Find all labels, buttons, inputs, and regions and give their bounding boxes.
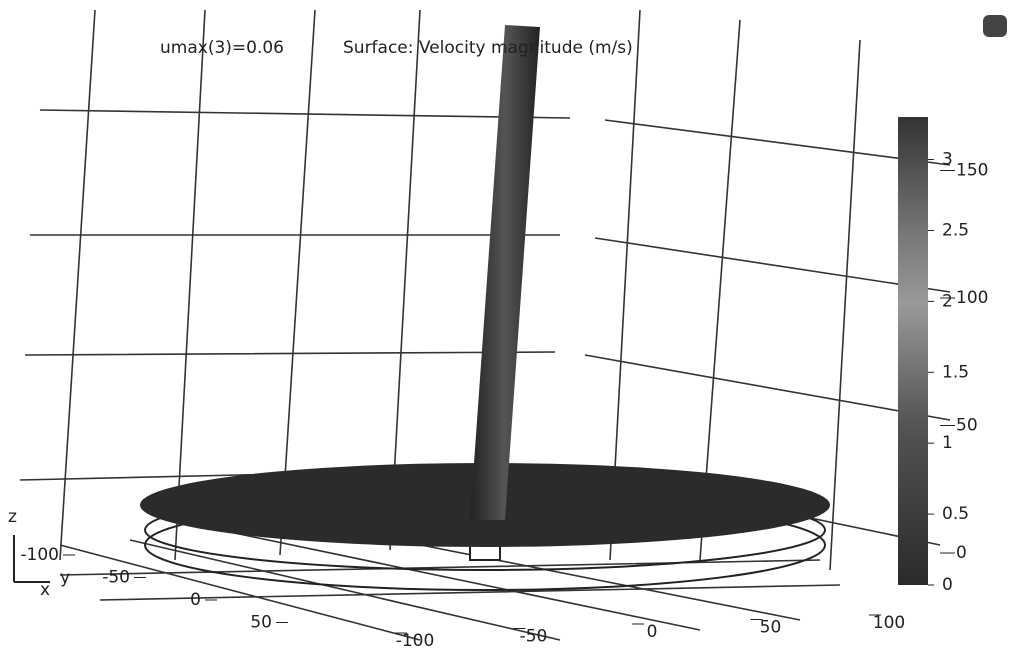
colorbar — [898, 117, 928, 585]
y-tick-label: 0 — [190, 590, 201, 610]
z-tick-label: 50 — [956, 416, 978, 436]
y-axis-label: y — [60, 568, 70, 588]
z-axis-label: z — [8, 507, 17, 527]
colorbar-tick-label: 2.5 — [942, 220, 969, 240]
y-tick-label: -50 — [102, 568, 130, 588]
geometry — [140, 15, 1007, 590]
colorbar-tick-label: 0.5 — [942, 504, 969, 524]
colorbar-tick-label: 3 — [942, 150, 953, 170]
x-axis-label: x — [40, 580, 50, 600]
annotation: umax(3)=0.06 — [160, 38, 284, 58]
y-tick-label: 50 — [250, 613, 272, 633]
y-tick-label: -100 — [20, 545, 59, 565]
colorbar-tick-label: 0 — [942, 575, 953, 595]
plot-window: umax(3)=0.06 Surface: Velocity magnitude… — [0, 0, 1011, 653]
x-tick-label: 0 — [647, 622, 658, 642]
colorbar-tick-label: 2 — [942, 291, 953, 311]
x-tick-label: 100 — [873, 613, 905, 633]
z-tick-label: 150 — [956, 161, 988, 181]
x-tick-label: -100 — [396, 631, 435, 651]
z-tick-label: 0 — [956, 543, 967, 563]
colorbar-tick-label: 1 — [942, 433, 953, 453]
chart-title: Surface: Velocity magnitude (m/s) — [343, 38, 633, 58]
x-tick-label: 50 — [760, 618, 782, 638]
z-tick-label: 100 — [956, 288, 988, 308]
colorbar-tick-label: 1.5 — [942, 362, 969, 382]
x-tick-label: -50 — [520, 627, 548, 647]
